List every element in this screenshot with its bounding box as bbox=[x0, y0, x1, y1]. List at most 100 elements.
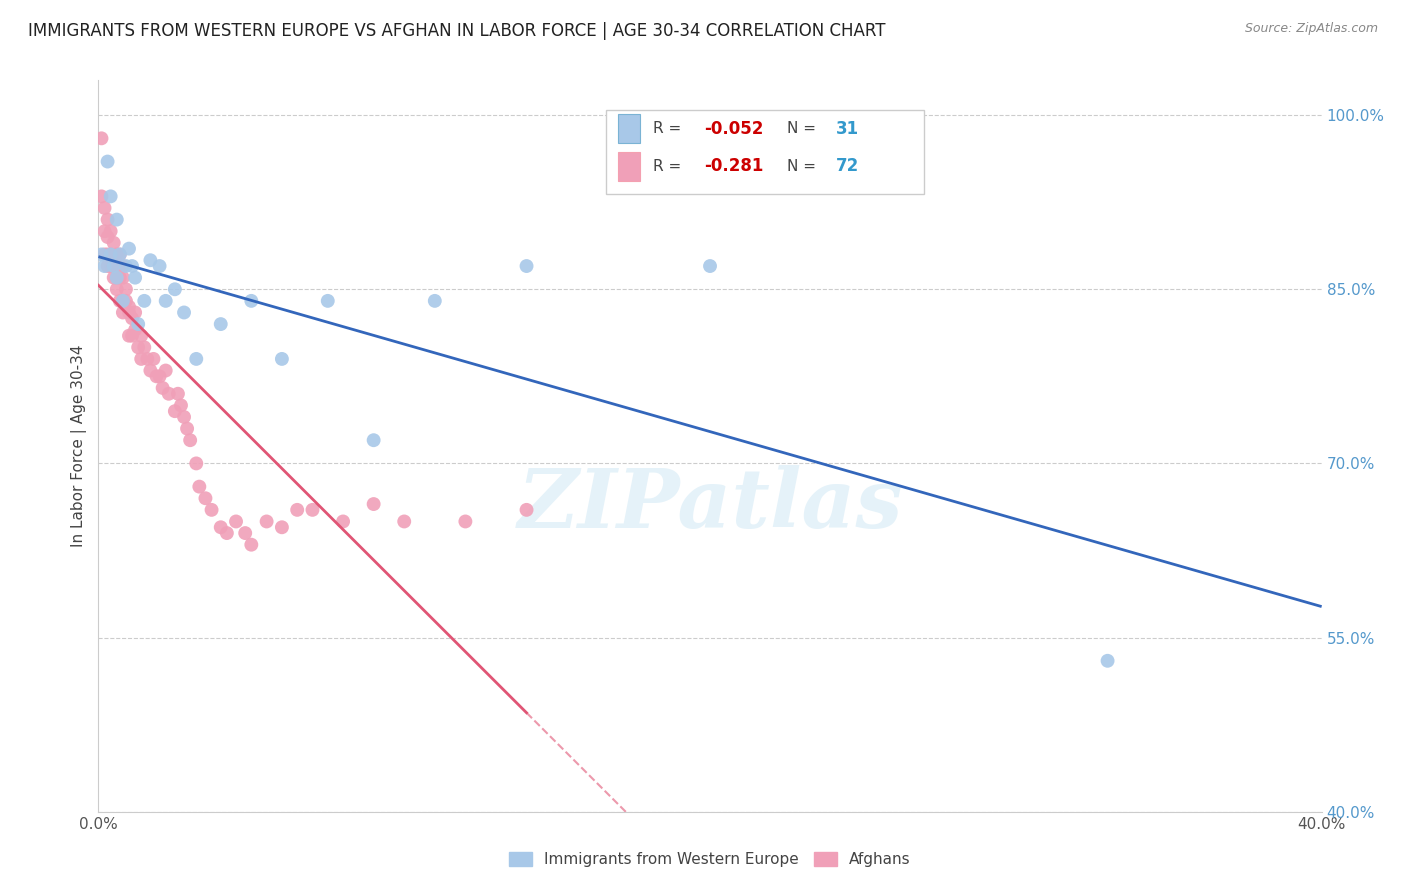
Point bbox=[118, 242, 141, 256]
Point bbox=[157, 386, 180, 401]
Point bbox=[332, 515, 354, 529]
Text: ZIPatlas: ZIPatlas bbox=[517, 465, 903, 544]
Point bbox=[167, 386, 190, 401]
Point bbox=[105, 212, 128, 227]
Point bbox=[173, 409, 195, 424]
Point bbox=[97, 247, 120, 261]
Point bbox=[124, 270, 146, 285]
Point bbox=[90, 247, 112, 261]
Point bbox=[105, 270, 128, 285]
Point bbox=[186, 351, 208, 366]
Point bbox=[256, 515, 278, 529]
Point bbox=[363, 433, 385, 447]
Point bbox=[111, 259, 134, 273]
Legend: Immigrants from Western Europe, Afghans: Immigrants from Western Europe, Afghans bbox=[503, 847, 917, 873]
Point bbox=[176, 421, 198, 435]
Text: -0.052: -0.052 bbox=[704, 120, 763, 137]
Point bbox=[136, 351, 159, 366]
Point bbox=[115, 259, 138, 273]
Point bbox=[139, 363, 162, 377]
Text: -0.281: -0.281 bbox=[704, 157, 763, 176]
FancyBboxPatch shape bbox=[606, 110, 924, 194]
Point bbox=[115, 282, 138, 296]
Point bbox=[170, 398, 193, 412]
Point bbox=[100, 259, 122, 273]
Point bbox=[179, 433, 201, 447]
Point bbox=[108, 247, 131, 261]
Point bbox=[240, 293, 263, 308]
Point bbox=[142, 351, 165, 366]
Point bbox=[225, 515, 247, 529]
Point bbox=[155, 363, 177, 377]
Point bbox=[124, 323, 146, 337]
Point bbox=[111, 293, 134, 308]
Point bbox=[163, 404, 186, 418]
Point bbox=[516, 259, 538, 273]
Point bbox=[97, 154, 120, 169]
Point bbox=[93, 224, 115, 238]
Point bbox=[124, 305, 146, 319]
Point bbox=[516, 503, 538, 517]
Point bbox=[105, 247, 128, 261]
Point bbox=[240, 538, 263, 552]
Point bbox=[194, 491, 217, 506]
Point bbox=[149, 369, 172, 384]
Point bbox=[129, 351, 152, 366]
Y-axis label: In Labor Force | Age 30-34: In Labor Force | Age 30-34 bbox=[72, 344, 87, 548]
Point bbox=[121, 328, 143, 343]
Point bbox=[134, 293, 156, 308]
Point bbox=[186, 457, 208, 471]
Point bbox=[145, 369, 167, 384]
Point bbox=[118, 328, 141, 343]
Point bbox=[209, 520, 232, 534]
Point bbox=[155, 293, 177, 308]
Point bbox=[188, 480, 211, 494]
Point bbox=[108, 293, 131, 308]
Point bbox=[129, 328, 152, 343]
Point bbox=[105, 270, 128, 285]
Point bbox=[215, 526, 238, 541]
Point bbox=[103, 270, 125, 285]
Point bbox=[270, 520, 292, 534]
Point bbox=[233, 526, 256, 541]
Text: R =: R = bbox=[652, 121, 686, 136]
Point bbox=[103, 235, 125, 250]
Point bbox=[134, 340, 156, 354]
Point bbox=[103, 253, 125, 268]
Text: IMMIGRANTS FROM WESTERN EUROPE VS AFGHAN IN LABOR FORCE | AGE 30-34 CORRELATION : IMMIGRANTS FROM WESTERN EUROPE VS AFGHAN… bbox=[28, 22, 886, 40]
Point bbox=[90, 189, 112, 203]
Point bbox=[115, 293, 138, 308]
Point bbox=[209, 317, 232, 331]
Point bbox=[108, 259, 131, 273]
Point bbox=[105, 282, 128, 296]
Text: R =: R = bbox=[652, 159, 686, 174]
Point bbox=[121, 259, 143, 273]
Text: N =: N = bbox=[787, 159, 821, 174]
Point bbox=[100, 247, 122, 261]
Point bbox=[285, 503, 308, 517]
Text: Source: ZipAtlas.com: Source: ZipAtlas.com bbox=[1244, 22, 1378, 36]
Point bbox=[100, 189, 122, 203]
Point bbox=[363, 497, 385, 511]
Point bbox=[108, 270, 131, 285]
Point bbox=[454, 515, 477, 529]
Point bbox=[699, 259, 721, 273]
Point bbox=[100, 247, 122, 261]
Point bbox=[90, 131, 112, 145]
Point bbox=[270, 351, 292, 366]
Point bbox=[118, 300, 141, 314]
Point bbox=[152, 381, 174, 395]
Text: 31: 31 bbox=[837, 120, 859, 137]
Point bbox=[301, 503, 323, 517]
Point bbox=[111, 305, 134, 319]
Point bbox=[392, 515, 416, 529]
FancyBboxPatch shape bbox=[619, 152, 640, 181]
Point bbox=[316, 293, 339, 308]
Point bbox=[93, 247, 115, 261]
Point bbox=[100, 224, 122, 238]
Point bbox=[121, 311, 143, 326]
Text: 72: 72 bbox=[837, 157, 859, 176]
Point bbox=[103, 259, 125, 273]
Text: N =: N = bbox=[787, 121, 821, 136]
Point bbox=[139, 253, 162, 268]
